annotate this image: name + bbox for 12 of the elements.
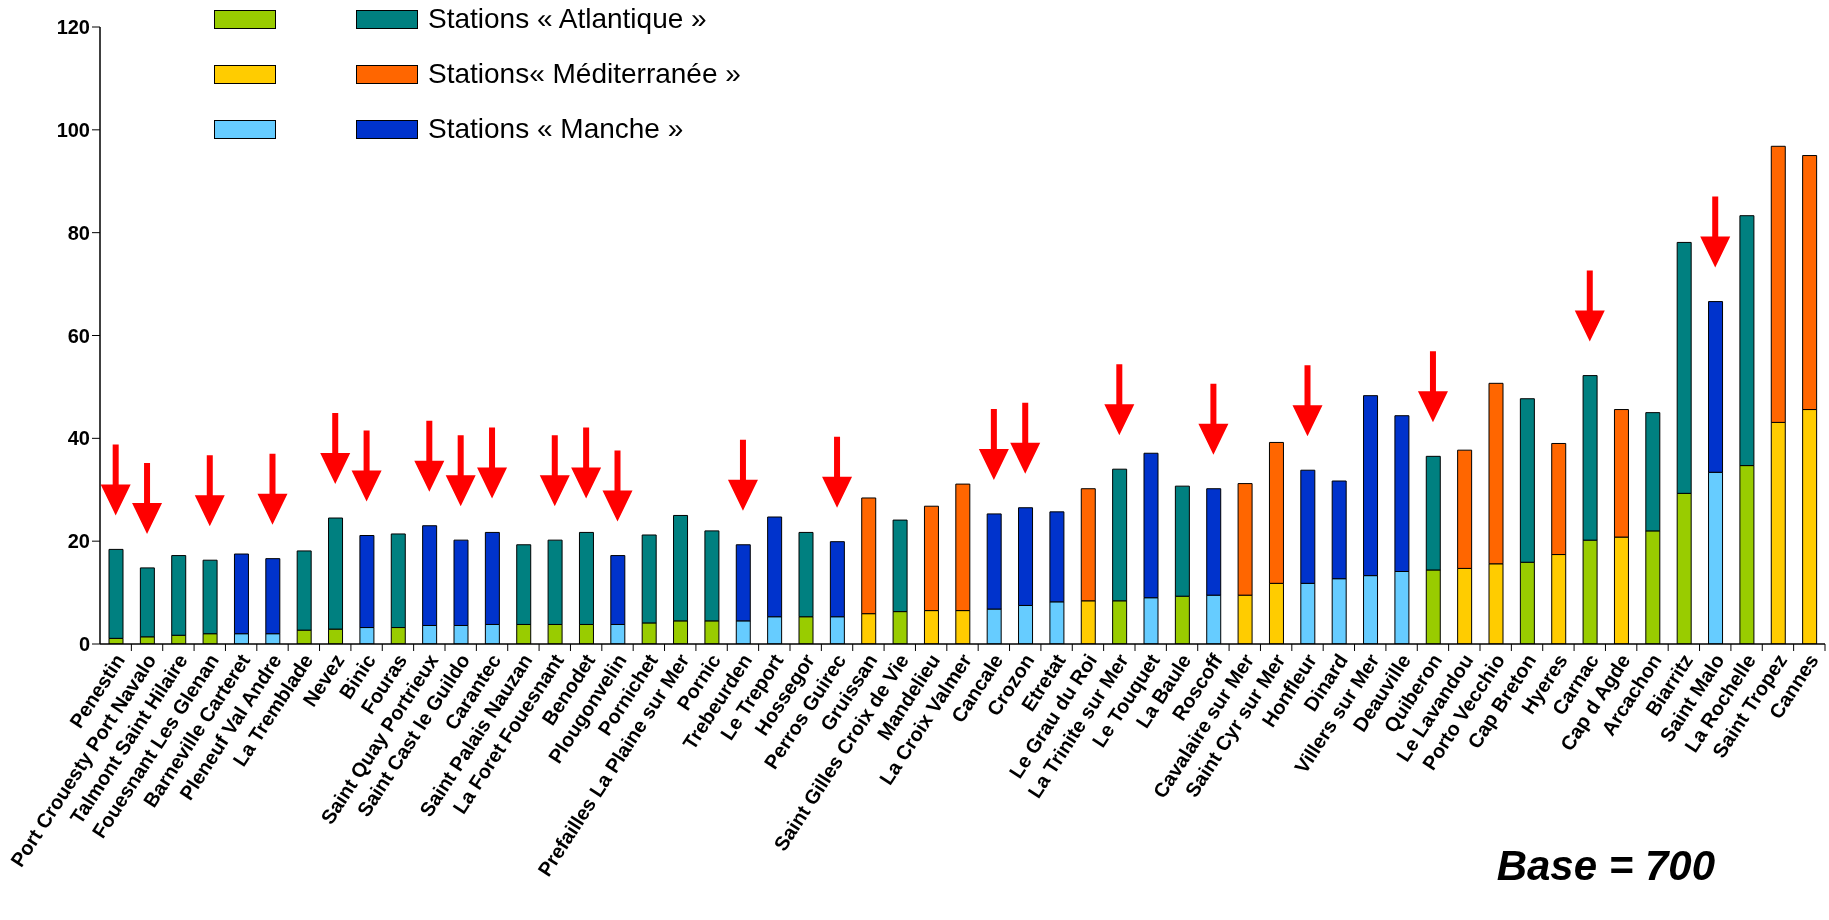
legend-label: Stations« Méditerranée » — [428, 58, 741, 89]
y-tick-label: 0 — [78, 633, 90, 656]
text: Base = 700 — [1496, 842, 1715, 889]
legend-label: Stations « Atlantique » — [428, 3, 707, 34]
y-tick-label: 60 — [67, 324, 90, 347]
bar — [108, 548, 124, 639]
y-tick-label: 120 — [56, 16, 90, 39]
y-tick-label: 80 — [67, 221, 90, 244]
y-tick-label: 20 — [67, 530, 90, 553]
legend-label: Stations « Manche » — [428, 113, 684, 144]
y-tick-label: 40 — [67, 427, 90, 450]
y-tick-label: 100 — [56, 118, 90, 141]
